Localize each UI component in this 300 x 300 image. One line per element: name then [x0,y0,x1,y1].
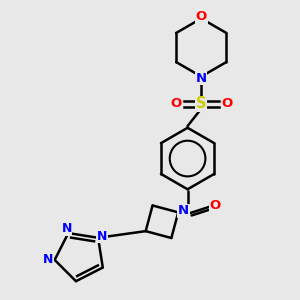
Text: N: N [97,230,107,243]
Text: N: N [61,223,72,236]
Text: S: S [196,96,206,111]
Text: O: O [196,10,207,23]
Text: N: N [178,205,189,218]
Text: N: N [196,72,207,85]
Text: O: O [221,98,232,110]
Text: N: N [43,254,54,266]
Text: O: O [170,98,181,110]
Text: O: O [209,199,220,212]
